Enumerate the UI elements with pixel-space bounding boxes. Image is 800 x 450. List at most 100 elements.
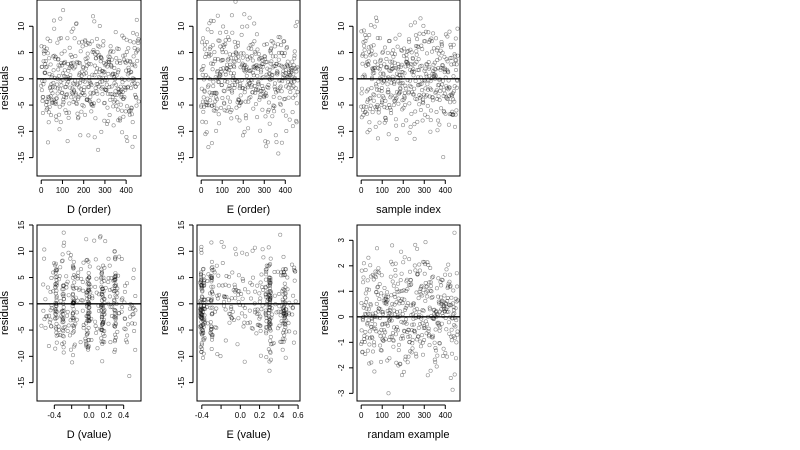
data-point bbox=[417, 102, 422, 107]
data-point bbox=[393, 36, 398, 41]
data-point bbox=[71, 266, 76, 271]
data-point bbox=[283, 322, 288, 327]
data-point bbox=[201, 266, 206, 271]
data-point bbox=[281, 292, 286, 297]
data-point bbox=[380, 311, 385, 316]
data-point bbox=[62, 240, 67, 245]
data-point bbox=[77, 85, 82, 90]
data-point bbox=[59, 63, 64, 68]
data-point bbox=[201, 274, 206, 279]
points-group bbox=[359, 230, 460, 396]
data-point bbox=[228, 62, 233, 67]
data-point bbox=[61, 297, 66, 302]
data-point bbox=[268, 275, 273, 280]
x-tick-label: 300 bbox=[258, 186, 272, 195]
data-point bbox=[100, 315, 105, 320]
data-point bbox=[374, 87, 379, 92]
data-point bbox=[434, 364, 439, 369]
data-point bbox=[208, 291, 213, 296]
data-point bbox=[39, 88, 44, 93]
data-point bbox=[244, 73, 249, 78]
data-point bbox=[118, 89, 123, 94]
data-point bbox=[263, 114, 268, 119]
data-point bbox=[444, 57, 449, 62]
data-point bbox=[112, 349, 117, 354]
data-point bbox=[365, 348, 370, 353]
data-point bbox=[44, 46, 49, 51]
data-point bbox=[264, 59, 269, 64]
data-point bbox=[271, 64, 276, 69]
data-point bbox=[73, 274, 78, 279]
data-point bbox=[54, 268, 59, 273]
data-point bbox=[92, 63, 97, 68]
data-point bbox=[127, 373, 132, 378]
data-point bbox=[408, 62, 413, 67]
data-point bbox=[447, 279, 452, 284]
data-point bbox=[113, 256, 118, 261]
data-point bbox=[268, 349, 273, 354]
data-point bbox=[365, 278, 370, 283]
data-point bbox=[202, 324, 207, 329]
data-point bbox=[374, 19, 379, 24]
data-point bbox=[132, 321, 137, 326]
data-point bbox=[415, 334, 420, 339]
data-point bbox=[208, 330, 213, 335]
data-point bbox=[435, 128, 440, 133]
data-point bbox=[248, 69, 253, 74]
data-point bbox=[421, 101, 426, 106]
data-point bbox=[84, 42, 89, 47]
data-point bbox=[53, 307, 58, 312]
data-point bbox=[275, 326, 280, 331]
data-point bbox=[429, 39, 434, 44]
data-point bbox=[397, 301, 402, 306]
data-point bbox=[85, 276, 90, 281]
data-point bbox=[254, 88, 259, 93]
data-point bbox=[102, 265, 107, 270]
data-point bbox=[381, 310, 386, 315]
data-point bbox=[199, 312, 204, 317]
x-tick-label: 0.4 bbox=[118, 411, 130, 420]
data-point bbox=[286, 85, 291, 90]
y-tick-label: -10 bbox=[17, 350, 26, 362]
data-point bbox=[399, 373, 404, 378]
data-point bbox=[68, 256, 73, 261]
data-point bbox=[220, 283, 225, 288]
data-point bbox=[391, 283, 396, 288]
data-point bbox=[448, 375, 453, 380]
data-point bbox=[96, 84, 101, 89]
data-point bbox=[199, 312, 204, 317]
data-point bbox=[208, 52, 213, 57]
data-point bbox=[361, 280, 366, 285]
data-point bbox=[75, 111, 80, 116]
data-point bbox=[413, 351, 418, 356]
data-point bbox=[245, 85, 250, 90]
data-point bbox=[370, 272, 375, 277]
data-point bbox=[214, 91, 219, 96]
data-point bbox=[119, 297, 124, 302]
data-point bbox=[112, 283, 117, 288]
data-point bbox=[387, 38, 392, 43]
data-point bbox=[136, 40, 141, 45]
data-point bbox=[71, 299, 76, 304]
data-point bbox=[374, 107, 379, 112]
data-point bbox=[375, 136, 380, 141]
data-point bbox=[213, 95, 218, 100]
data-point bbox=[381, 72, 386, 77]
data-point bbox=[91, 47, 96, 52]
data-point bbox=[247, 15, 252, 20]
data-point bbox=[268, 61, 273, 66]
data-point bbox=[242, 320, 247, 325]
data-point bbox=[68, 73, 73, 78]
data-point bbox=[123, 59, 128, 64]
data-point bbox=[414, 337, 419, 342]
y-tick-label: -1 bbox=[337, 338, 346, 346]
data-point bbox=[244, 68, 249, 73]
data-point bbox=[400, 70, 405, 75]
data-point bbox=[56, 73, 61, 78]
data-point bbox=[83, 321, 88, 326]
data-point bbox=[78, 133, 83, 138]
data-point bbox=[86, 280, 91, 285]
data-point bbox=[375, 103, 380, 108]
